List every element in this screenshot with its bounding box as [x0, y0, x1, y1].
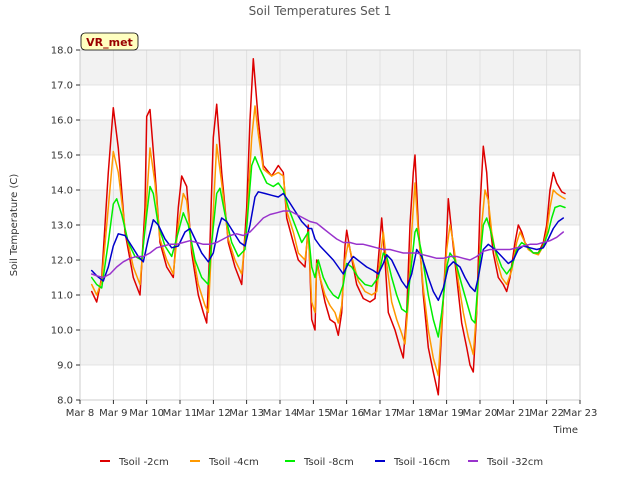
legend-label: Tsoil -4cm [208, 457, 259, 468]
y-tick-label: 13.0 [51, 221, 73, 232]
legend-item: Tsoil -32cm [468, 457, 543, 468]
band-8 [80, 365, 580, 400]
x-tick-label: Mar 10 [129, 408, 164, 419]
x-tick-label: Mar 23 [563, 408, 598, 419]
y-tick-label: 15.0 [51, 151, 73, 162]
band-16 [80, 85, 580, 120]
station-badge-box [80, 32, 139, 51]
legend-item: Tsoil -16cm [375, 457, 450, 468]
station-badge-label: VR_met [86, 36, 133, 49]
band-12 [80, 225, 580, 260]
data-series [90, 58, 566, 396]
legend: Tsoil -2cm Tsoil -4cm Tsoil -8cm Tsoil -16c… [100, 457, 543, 468]
band-13 [80, 190, 580, 225]
x-tick-label: Mar 13 [229, 408, 264, 419]
x-tick-label: Mar 8 [66, 408, 94, 419]
legend-label: Tsoil -8cm [303, 457, 354, 468]
y-tick-label: 16.0 [51, 116, 73, 127]
band-9 [80, 330, 580, 365]
y-tick-label: 8.0 [57, 396, 73, 407]
y-axis-ticks: 8.0 9.0 10.0 11.0 12.0 13.0 14.0 15.0 16.0 17.0 18… [51, 46, 80, 407]
y-tick-label: 17.0 [51, 81, 73, 92]
x-tick-label: Mar 18 [396, 408, 431, 419]
x-tick-label: Mar 14 [263, 408, 298, 419]
legend-label: Tsoil -16cm [393, 457, 450, 468]
series-line-tsoil-2cm [90, 58, 566, 396]
y-tick-label: 9.0 [57, 361, 73, 372]
y-tick-label: 14.0 [51, 186, 73, 197]
y-tick-label: 10.0 [51, 326, 73, 337]
x-tick-label: Mar 17 [363, 408, 398, 419]
x-tick-label: Mar 15 [296, 408, 331, 419]
x-axis-label: Time [553, 425, 578, 436]
legend-item: Tsoil -4cm [190, 457, 259, 468]
series-line-tsoil-16cm [90, 191, 565, 302]
legend-item: Tsoil -8cm [285, 457, 354, 468]
x-tick-label: Mar 20 [463, 408, 498, 419]
station-badge: VR_met [80, 32, 139, 51]
x-tick-label: Mar 16 [329, 408, 364, 419]
x-tick-label: Mar 11 [163, 408, 198, 419]
x-tick-label: Mar 22 [529, 408, 564, 419]
y-tick-label: 18.0 [51, 46, 73, 57]
legend-label: Tsoil -32cm [486, 457, 543, 468]
x-tick-label: Mar 21 [496, 408, 531, 419]
y-tick-label: 12.0 [51, 256, 73, 267]
band-17 [80, 50, 580, 85]
legend-item: Tsoil -2cm [100, 457, 169, 468]
band-15 [80, 120, 580, 155]
band-10 [80, 295, 580, 330]
chart-title: Soil Temperatures Set 1 [249, 4, 392, 18]
x-tick-label: Mar 9 [99, 408, 127, 419]
y-axis-label: Soil Temperature (C) [9, 174, 20, 277]
y-tick-label: 11.0 [51, 291, 73, 302]
series-line-tsoil-32cm [90, 210, 565, 279]
legend-label: Tsoil -2cm [118, 457, 169, 468]
series-line-tsoil-8cm [90, 156, 566, 338]
x-tick-label: Mar 12 [196, 408, 231, 419]
x-tick-label: Mar 19 [429, 408, 464, 419]
band-14 [80, 155, 580, 190]
